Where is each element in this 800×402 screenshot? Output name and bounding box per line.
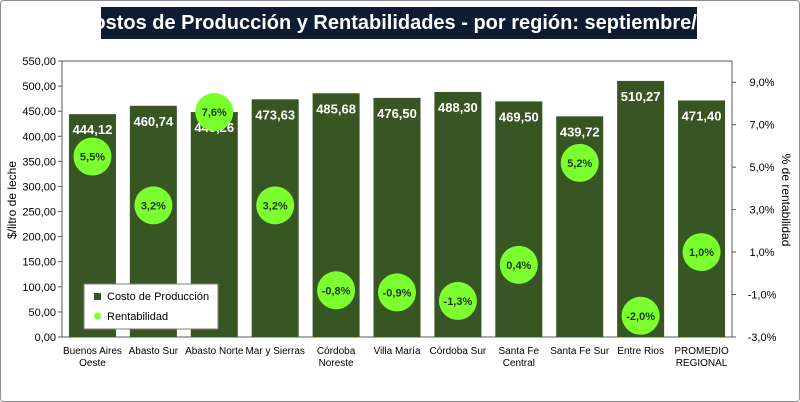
category-label: Santa Fe Sur: [550, 346, 610, 357]
y2-tick-label: 3,0%: [749, 205, 774, 217]
y2-tick-label: -1,0%: [748, 290, 777, 302]
point-label: 3,2%: [141, 200, 166, 212]
point: [621, 296, 660, 335]
y-tick-label: 200,00: [22, 232, 56, 244]
bar-label: 473,63: [255, 107, 295, 122]
y2-tick-label: 9,0%: [749, 77, 774, 89]
category-label: Entre Rios: [617, 346, 664, 357]
point: [438, 281, 477, 320]
bar-label: 460,74: [133, 114, 174, 129]
y-tick-label: 350,00: [22, 156, 56, 168]
y2-tick-label: 7,0%: [749, 120, 774, 132]
point: [560, 143, 599, 182]
legend-label-cost: Costo de Producción: [107, 291, 209, 303]
category-label: Central: [503, 358, 535, 369]
point-label: -1,3%: [444, 296, 473, 308]
legend-swatch-cost: [94, 293, 101, 300]
category-label: Santa Fe: [499, 346, 540, 357]
point-label: 5,2%: [567, 158, 592, 170]
legend: Costo de Producción Rentabilidad: [83, 283, 219, 330]
category-label: Córdoba: [317, 346, 356, 357]
point-label: -0,9%: [383, 287, 412, 299]
point-label: -2,0%: [626, 311, 655, 323]
point-label: -0,8%: [322, 285, 351, 297]
y-tick-label: 400,00: [22, 131, 56, 143]
chart-title: Costos de Producción y Rentabilidades - …: [79, 7, 719, 39]
category-label: Mar y Sierras: [245, 346, 304, 357]
legend-swatch-rent: [94, 312, 101, 320]
category-label: Villa María: [373, 346, 420, 357]
y2-axis-label: % de rentabilidad: [779, 154, 793, 247]
legend-label-rent: Rentabilidad: [107, 311, 168, 323]
bar: [495, 101, 543, 337]
y-tick-label: 550,00: [22, 56, 56, 68]
point: [682, 233, 721, 272]
y-tick-label: 50,00: [28, 307, 56, 319]
bar: [617, 80, 665, 338]
category-label: PROMEDIO: [674, 346, 729, 357]
bar-label: 485,68: [316, 101, 356, 116]
y-tick-label: 0,00: [35, 332, 56, 344]
point: [378, 273, 416, 312]
bar-label: 488,30: [438, 100, 478, 115]
point-label: 7,6%: [202, 107, 227, 119]
point: [317, 271, 356, 310]
bar-label: 471,40: [682, 108, 722, 123]
bar-label: 444,12: [73, 122, 113, 137]
point: [499, 245, 538, 284]
category-label: Córdoba Sur: [430, 346, 487, 357]
category-label: Oeste: [79, 358, 106, 369]
legend-box: [83, 283, 219, 330]
y-tick-label: 500,00: [22, 81, 56, 93]
category-label: Abasto Sur: [129, 346, 179, 357]
y-axis-label: $/litro de leche: [5, 161, 19, 239]
point-label: 3,2%: [263, 200, 288, 212]
bar: [678, 100, 726, 338]
point-label: 5,5%: [80, 152, 105, 164]
category-label: Buenos Aires: [63, 346, 122, 357]
bar-label: 476,50: [377, 106, 417, 121]
y2-tick-label: 5,0%: [749, 162, 774, 174]
point: [73, 137, 112, 176]
y-tick-label: 300,00: [22, 181, 56, 193]
point: [195, 92, 234, 131]
category-label: Noreste: [319, 358, 354, 369]
y-tick-label: 100,00: [22, 282, 56, 294]
point-label: 1,0%: [689, 247, 714, 259]
point: [134, 186, 173, 225]
bar-label: 439,72: [560, 124, 600, 139]
y2-tick-label: 1,0%: [749, 247, 774, 259]
point: [256, 186, 295, 225]
y-tick-label: 450,00: [22, 106, 56, 118]
point-label: 0,4%: [506, 260, 531, 272]
y-tick-label: 250,00: [22, 207, 56, 219]
bar-label: 510,27: [621, 89, 661, 104]
category-label: Abasto Norte: [185, 346, 244, 357]
y2-tick-label: -3,0%: [748, 332, 777, 344]
y-tick-label: 150,00: [22, 257, 56, 269]
category-label: REGIONAL: [676, 358, 728, 369]
bar-label: 469,50: [499, 109, 539, 124]
